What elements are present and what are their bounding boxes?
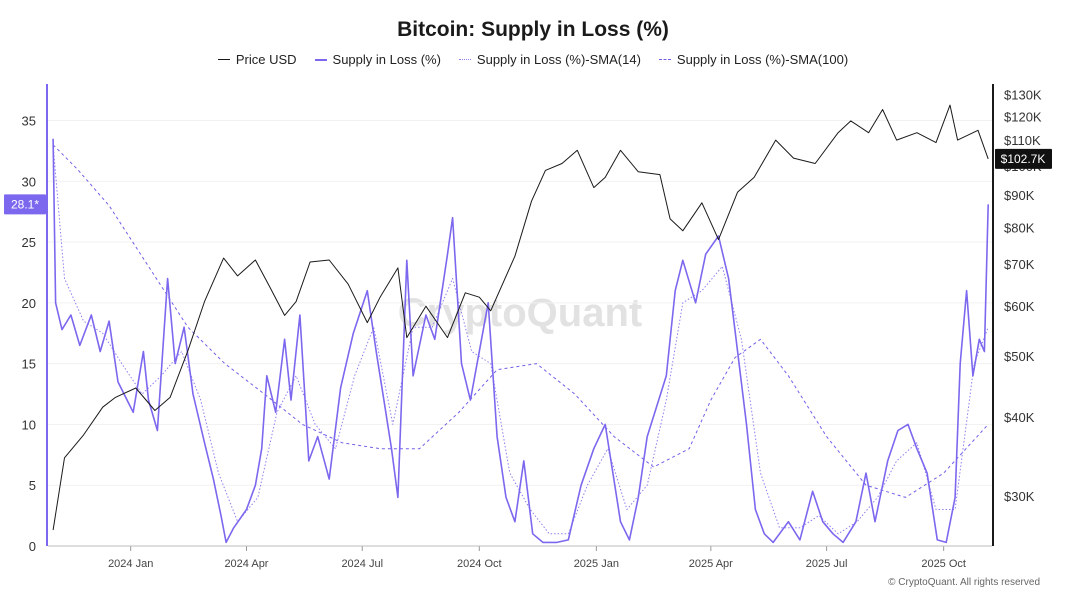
x-tick-label: 2025 Oct xyxy=(921,558,966,570)
y-right-tick-label: $30K xyxy=(1004,489,1035,504)
y-right-tick-label: $120K xyxy=(1004,109,1042,124)
legend-item-sma14[interactable]: Supply in Loss (%)-SMA(14) xyxy=(458,52,641,67)
y-left-tick-label: 25 xyxy=(22,235,36,250)
y-left-tick-label: 10 xyxy=(22,417,36,432)
supply-in-loss-line xyxy=(52,138,989,544)
x-tick-label: 2024 Jul xyxy=(341,558,383,570)
copyright-footer: © CryptoQuant. All rights reserved xyxy=(888,577,1040,588)
y-left-tick-label: 20 xyxy=(22,296,36,311)
legend-item-sma100[interactable]: Supply in Loss (%)-SMA(100) xyxy=(658,52,849,67)
x-tick-label: 2024 Apr xyxy=(224,558,268,570)
legend-swatch-sma14 xyxy=(458,59,471,60)
y-left-tick-label: 5 xyxy=(29,478,36,493)
legend-item-price[interactable]: Price USD xyxy=(217,52,297,67)
right-value-badge xyxy=(995,148,1052,169)
legend-label-supply-in-loss: Supply in Loss (%) xyxy=(332,52,441,67)
y-left-tick-label: 0 xyxy=(29,539,36,554)
x-tick-label: 2024 Jan xyxy=(108,558,153,570)
y-right-tick-label: $40K xyxy=(1004,410,1035,425)
y-right-tick-label: $50K xyxy=(1004,349,1035,364)
legend-label-price: Price USD xyxy=(235,52,297,67)
legend-swatch-sma100 xyxy=(658,59,671,60)
y-left-tick-label: 15 xyxy=(22,357,36,372)
price-line xyxy=(52,104,989,531)
y-left-tick-label: 35 xyxy=(22,113,36,128)
left-value-badge xyxy=(4,194,46,215)
y-right-tick-label: $90K xyxy=(1004,188,1035,203)
legend-label-sma100: Supply in Loss (%)-SMA(100) xyxy=(676,52,849,67)
y-right-tick-label: $130K xyxy=(1004,87,1042,102)
sma14-line xyxy=(52,144,989,535)
legend: Price USD Supply in Loss (%) Supply in L… xyxy=(0,52,1066,67)
y-right-tick-label: $80K xyxy=(1004,220,1035,235)
y-right-tick-label: $70K xyxy=(1004,257,1035,272)
watermark: CryptoQuant xyxy=(398,291,642,335)
y-right-tick-label: $110K xyxy=(1004,133,1041,148)
y-right-tick-label: $60K xyxy=(1004,299,1035,314)
x-tick-label: 2025 Jan xyxy=(574,558,619,570)
right-value-badge-text: $102.7K xyxy=(1001,152,1046,166)
left-value-badge-text: 28.1* xyxy=(11,197,39,211)
legend-label-sma14: Supply in Loss (%)-SMA(14) xyxy=(476,52,641,67)
x-tick-label: 2025 Jul xyxy=(806,558,848,570)
x-tick-label: 2025 Apr xyxy=(689,558,733,570)
legend-item-supply-in-loss[interactable]: Supply in Loss (%) xyxy=(314,52,441,67)
y-left-tick-label: 30 xyxy=(22,174,36,189)
sma100-line xyxy=(52,144,989,498)
legend-swatch-supply-in-loss xyxy=(314,58,327,61)
chart-title: Bitcoin: Supply in Loss (%) xyxy=(397,18,669,41)
legend-swatch-price xyxy=(217,59,230,60)
x-tick-label: 2024 Oct xyxy=(457,558,502,570)
